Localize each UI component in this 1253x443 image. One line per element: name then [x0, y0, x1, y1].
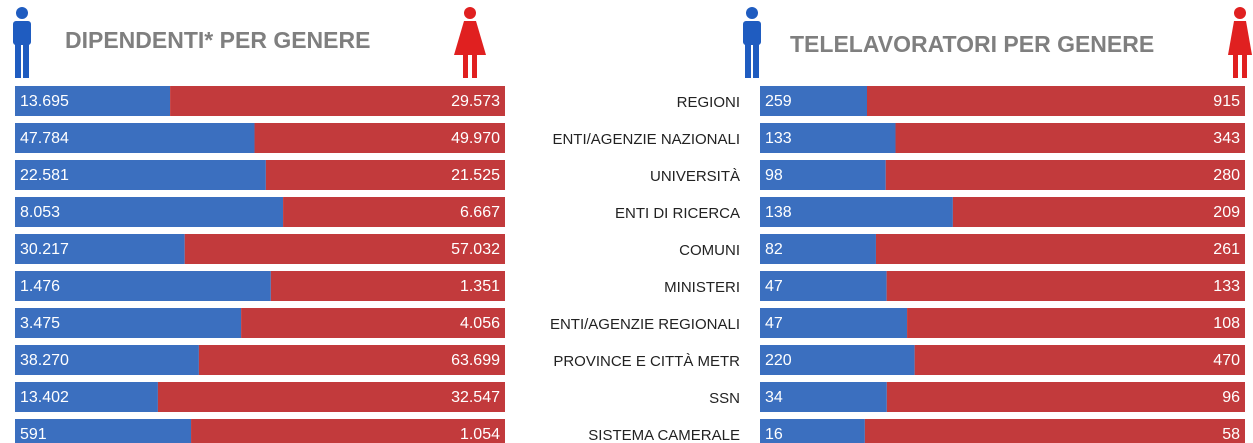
- bar-segment: [15, 86, 171, 116]
- category-label: MINISTERI: [664, 279, 740, 296]
- bar-segment: [270, 271, 505, 301]
- bar-segment: [15, 382, 158, 412]
- data-label: 21.525: [451, 167, 500, 184]
- data-label: 261: [1213, 241, 1240, 258]
- data-label: 13.695: [20, 93, 69, 110]
- data-label: 470: [1213, 352, 1240, 369]
- bar-segment: [760, 308, 908, 338]
- bar-segment: [15, 419, 192, 443]
- category-label: SISTEMA CAMERALE: [588, 427, 740, 443]
- bar-segment: [265, 160, 505, 190]
- data-label: 49.970: [451, 130, 500, 147]
- man-icon: [743, 7, 761, 78]
- data-label: 915: [1213, 93, 1240, 110]
- bar-segment: [760, 345, 915, 375]
- data-label: 38.270: [20, 352, 69, 369]
- data-label: 58: [1222, 426, 1240, 443]
- bar-segment: [895, 123, 1245, 153]
- data-label: 1.054: [460, 426, 500, 443]
- data-label: 32.547: [451, 389, 500, 406]
- bar-segment: [170, 86, 505, 116]
- chart-title: TELELAVORATORI PER GENERE: [790, 31, 1154, 57]
- data-label: 259: [765, 93, 792, 110]
- bar-segment: [15, 345, 199, 375]
- data-label: 133: [765, 130, 792, 147]
- data-label: 280: [1213, 167, 1240, 184]
- data-label: 591: [20, 426, 47, 443]
- bar-segment: [15, 123, 255, 153]
- bar-segment: [760, 382, 887, 412]
- bar-segment: [15, 308, 242, 338]
- category-label: COMUNI: [679, 242, 740, 259]
- data-label: 138: [765, 204, 792, 221]
- category-label: ENTI DI RICERCA: [615, 205, 740, 222]
- data-label: 1.351: [460, 278, 500, 295]
- data-label: 96: [1222, 389, 1240, 406]
- data-label: 8.053: [20, 204, 60, 221]
- bar-segment: [15, 271, 271, 301]
- data-label: 209: [1213, 204, 1240, 221]
- bar-segment: [241, 308, 505, 338]
- woman-icon: [1228, 7, 1252, 78]
- bar-segment: [198, 345, 505, 375]
- data-label: 220: [765, 352, 792, 369]
- bar-segment: [760, 271, 887, 301]
- bar-segment: [952, 197, 1245, 227]
- bar-segment: [866, 86, 1245, 116]
- bar-segment: [875, 234, 1245, 264]
- bar-segment: [283, 197, 505, 227]
- data-label: 22.581: [20, 167, 69, 184]
- data-label: 57.032: [451, 241, 500, 258]
- bar-segment: [184, 234, 505, 264]
- data-label: 108: [1213, 315, 1240, 332]
- data-label: 47: [765, 315, 783, 332]
- bar-segment: [15, 160, 266, 190]
- bar-segment: [760, 160, 886, 190]
- category-label: ENTI/AGENZIE REGIONALI: [550, 316, 740, 333]
- category-label: SSN: [709, 390, 740, 407]
- bar-segment: [760, 197, 953, 227]
- category-label: ENTI/AGENZIE NAZIONALI: [552, 131, 740, 148]
- data-label: 47: [765, 278, 783, 295]
- bar-segment: [886, 271, 1245, 301]
- category-label: REGIONI: [677, 94, 740, 111]
- bar-segment: [907, 308, 1245, 338]
- bar-segment: [864, 419, 1245, 443]
- bar-segment: [886, 382, 1245, 412]
- category-label: UNIVERSITÀ: [650, 168, 740, 185]
- woman-icon: [454, 7, 486, 78]
- bar-segment: [15, 234, 185, 264]
- bar-segment: [15, 197, 284, 227]
- data-label: 47.784: [20, 130, 69, 147]
- data-label: 29.573: [451, 93, 500, 110]
- data-label: 1.476: [20, 278, 60, 295]
- data-label: 343: [1213, 130, 1240, 147]
- data-label: 3.475: [20, 315, 60, 332]
- data-label: 82: [765, 241, 783, 258]
- bar-segment: [914, 345, 1245, 375]
- data-label: 34: [765, 389, 783, 406]
- data-label: 6.667: [460, 204, 500, 221]
- data-label: 16: [765, 426, 783, 443]
- bar-segment: [760, 86, 867, 116]
- bar-segment: [760, 419, 865, 443]
- data-label: 30.217: [20, 241, 69, 258]
- man-icon: [13, 7, 31, 78]
- data-label: 98: [765, 167, 783, 184]
- chart-title: DIPENDENTI* PER GENERE: [65, 27, 370, 53]
- bar-segment: [157, 382, 505, 412]
- data-label: 4.056: [460, 315, 500, 332]
- bar-segment: [760, 123, 896, 153]
- category-label: PROVINCE E CITTÀ METR: [553, 353, 740, 370]
- data-label: 63.699: [451, 352, 500, 369]
- bar-segment: [885, 160, 1245, 190]
- data-label: 133: [1213, 278, 1240, 295]
- data-label: 13.402: [20, 389, 69, 406]
- bar-segment: [254, 123, 505, 153]
- bar-segment: [191, 419, 506, 443]
- bar-segment: [760, 234, 876, 264]
